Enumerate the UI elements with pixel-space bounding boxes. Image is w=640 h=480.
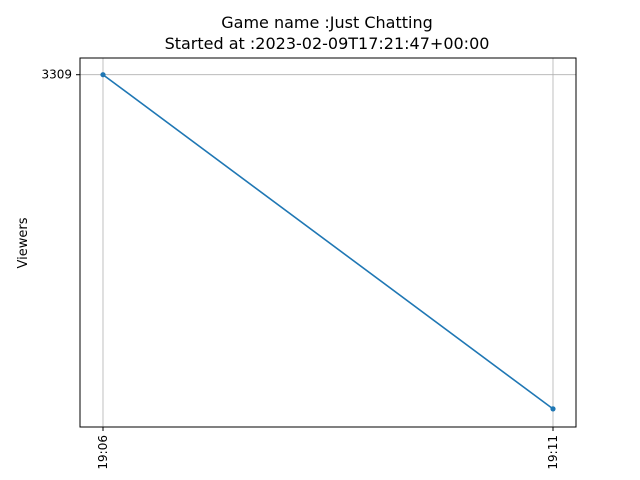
series-group (100, 72, 556, 412)
series-line (102, 74, 554, 410)
plot-frame (79, 57, 577, 428)
x-axis: 19:06 19:11 (96, 427, 560, 470)
y-axis: 3309 (41, 68, 80, 82)
chart-subtitle: Started at :2023-02-09T17:21:47+00:00 (165, 34, 490, 53)
x-tick-label: 19:06 (96, 435, 110, 470)
y-axis-label: Viewers (16, 217, 31, 268)
chart-title: Game name :Just Chatting (221, 13, 433, 32)
y-tick-label: 3309 (41, 68, 72, 82)
data-point (100, 72, 106, 78)
data-point (550, 406, 556, 412)
grid (80, 58, 576, 427)
x-tick-label: 19:11 (546, 435, 560, 470)
